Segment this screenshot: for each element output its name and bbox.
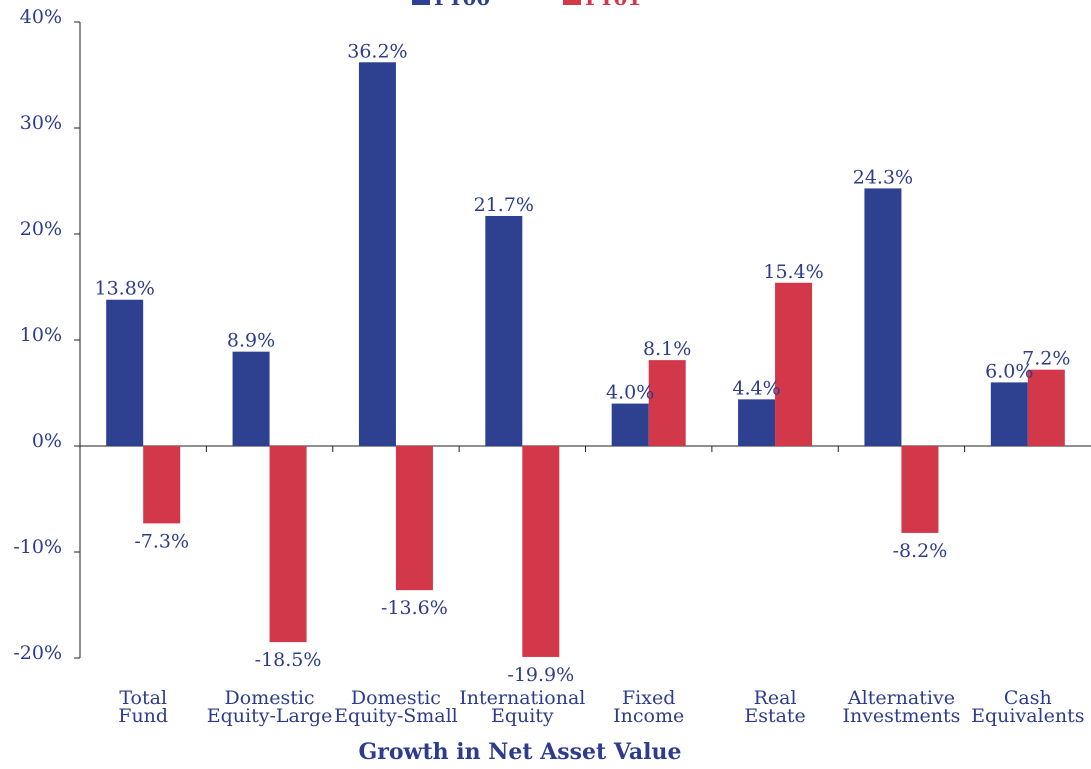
bar-fy01	[395, 446, 433, 591]
y-tick-label: 10%	[20, 324, 62, 346]
category-label: Fixed	[622, 687, 675, 709]
category-label: Estate	[744, 705, 805, 727]
y-tick-label: 0%	[32, 430, 62, 452]
data-label: 36.2%	[347, 40, 407, 62]
category-label: Equity-Small	[334, 705, 458, 727]
data-label: 24.3%	[853, 166, 913, 188]
data-label: 4.4%	[732, 377, 780, 399]
category-label: Alternative	[847, 687, 955, 709]
y-tick-label: 30%	[20, 112, 62, 134]
y-tick-label: -20%	[13, 642, 62, 664]
value-labels: 13.8% -7.3% 8.9% -18.5% 36.2% -13.6% 21.7% -19.…	[95, 40, 1071, 686]
data-label: 7.2%	[1022, 348, 1070, 370]
bar-fy00	[358, 62, 396, 446]
bars	[106, 62, 1065, 657]
bar-fy01	[775, 282, 813, 446]
category-label: Cash	[1004, 687, 1052, 709]
category-label: Fund	[118, 705, 168, 727]
category-label: Income	[613, 705, 684, 727]
legend: FY00 FY01	[412, 0, 641, 10]
bar-fy00	[232, 351, 270, 446]
bar-fy00	[106, 299, 144, 446]
y-tick-label: -10%	[13, 536, 62, 558]
category-label: Domestic	[351, 687, 441, 709]
data-label: 4.0%	[606, 382, 654, 404]
category-label: Total	[119, 687, 167, 709]
bar-fy01	[1027, 369, 1065, 446]
bar-fy00	[864, 188, 902, 447]
legend-swatch-fy01	[563, 0, 581, 5]
data-label: -13.6%	[381, 597, 448, 619]
legend-swatch-fy00	[412, 0, 430, 5]
category-labels: TotalFundDomesticEquity-LargeDomesticEqu…	[118, 687, 1084, 727]
bar-fy01	[143, 446, 181, 524]
data-label: 6.0%	[985, 360, 1033, 382]
data-label: -18.5%	[255, 649, 322, 671]
data-label: -8.2%	[893, 540, 948, 562]
bar-fy01	[901, 446, 939, 533]
category-label: Real	[754, 687, 797, 709]
bar-fy01	[269, 446, 307, 643]
y-tick-label: 20%	[20, 218, 62, 240]
data-label: 15.4%	[763, 261, 823, 283]
bar-fy00	[485, 215, 523, 446]
legend-label-fy00: FY00	[434, 0, 490, 10]
category-label: Equity	[491, 705, 554, 727]
category-label: Equivalents	[971, 705, 1084, 727]
data-label: -7.3%	[134, 530, 189, 552]
category-label: Domestic	[225, 687, 315, 709]
bar-fy00	[990, 382, 1028, 446]
bar-fy00	[738, 399, 776, 446]
data-label: 13.8%	[95, 278, 155, 300]
data-label: 8.1%	[643, 338, 691, 360]
bar-fy00	[611, 403, 649, 446]
bar-fy01	[648, 360, 686, 446]
data-label: -19.9%	[507, 664, 574, 686]
legend-label-fy01: FY01	[585, 0, 641, 10]
bar-fy01	[522, 446, 560, 657]
y-tick-label: 40%	[20, 6, 62, 28]
category-label: Equity-Large	[207, 705, 333, 727]
data-label: 8.9%	[227, 330, 275, 352]
data-label: 21.7%	[474, 194, 534, 216]
category-label: Investments	[842, 705, 960, 727]
chart-title: Growth in Net Asset Value	[358, 739, 681, 765]
category-label: International	[459, 687, 585, 709]
